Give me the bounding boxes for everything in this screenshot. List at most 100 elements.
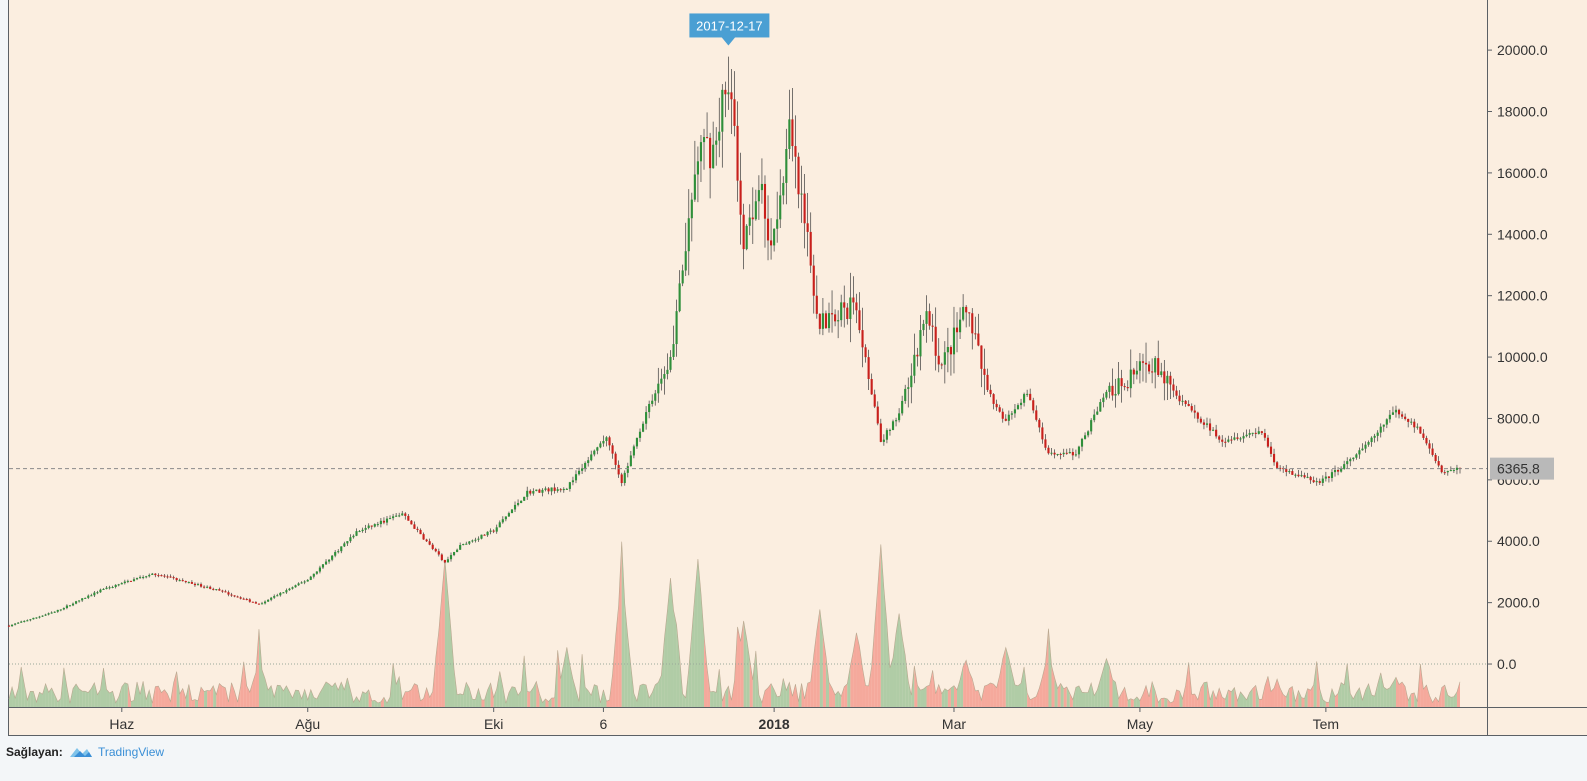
candle: [1202, 419, 1206, 430]
candle: [1154, 355, 1157, 389]
tradingview-link[interactable]: TradingView: [98, 745, 165, 759]
candle-body-down: [1178, 395, 1181, 402]
candle: [776, 191, 779, 243]
volume-segment: [527, 691, 531, 707]
candle-body-up: [340, 546, 343, 552]
volume-segment: [1008, 658, 1012, 707]
candle-body-up: [114, 584, 117, 588]
candle-body-up: [1212, 429, 1215, 431]
candle: [943, 341, 946, 384]
volume-segment: [204, 690, 208, 707]
price-axis[interactable]: [1488, 0, 1587, 708]
candle-body-down: [855, 302, 858, 311]
candle: [142, 575, 145, 580]
candle: [1333, 465, 1337, 477]
candle-body-up: [562, 488, 565, 491]
volume-segment: [713, 691, 717, 707]
candle: [1193, 404, 1196, 419]
candle: [99, 588, 102, 593]
candle: [1013, 404, 1017, 418]
volume-segment: [630, 665, 634, 707]
candle-body-down: [1440, 465, 1443, 473]
candle: [1083, 432, 1087, 440]
volume-segment: [1197, 687, 1201, 707]
volume-segment: [1188, 662, 1192, 707]
candle: [834, 309, 837, 327]
volume-segment: [188, 684, 192, 707]
volume-segment: [972, 678, 976, 707]
candle: [1306, 472, 1309, 479]
candle-body-down: [809, 231, 812, 266]
volume-segment: [633, 693, 637, 707]
candle-body-down: [968, 312, 971, 314]
last-price-tag: 6365.8: [1490, 457, 1554, 480]
candle-body-up: [788, 119, 791, 150]
candle: [422, 532, 425, 540]
volume-segment: [655, 682, 659, 707]
time-axis[interactable]: [8, 708, 1488, 736]
candle: [1026, 389, 1029, 397]
volume-segment: [981, 686, 985, 707]
volume-segment: [1252, 685, 1256, 707]
candle: [678, 270, 681, 313]
candle-body-up: [696, 161, 699, 175]
candle: [797, 152, 800, 209]
volume-segment: [1048, 628, 1052, 707]
candle-body-down: [221, 590, 224, 592]
candle: [474, 537, 477, 543]
candle: [803, 174, 806, 249]
candle-body-down: [818, 313, 821, 329]
candle: [709, 132, 712, 199]
volume-segment: [475, 688, 479, 707]
candle-body-up: [99, 589, 102, 593]
candle: [483, 534, 486, 536]
candle-body-up: [584, 463, 587, 469]
candle: [431, 542, 434, 551]
volume-segment: [728, 686, 732, 707]
candle: [1379, 423, 1382, 438]
candle: [983, 348, 986, 395]
volume-segment: [1112, 679, 1116, 707]
candle-body-up: [504, 516, 507, 520]
volume-segment: [411, 683, 415, 707]
candle-body-down: [846, 307, 849, 319]
volume-segment: [1158, 698, 1162, 707]
volume-segment: [1063, 686, 1067, 707]
candle-body-down: [852, 297, 855, 303]
candle-body-up: [745, 225, 748, 250]
candle: [285, 588, 288, 594]
volume-segment: [621, 541, 625, 707]
candle-body-up: [1016, 405, 1020, 410]
candle: [1257, 426, 1260, 435]
volume-segment: [1371, 694, 1375, 707]
volume-segment: [1456, 681, 1460, 707]
candle: [852, 276, 855, 315]
date-marker[interactable]: 2017-12-17: [689, 13, 770, 46]
tradingview-logo-icon[interactable]: [68, 743, 94, 761]
candle: [669, 350, 672, 373]
volume-segment: [167, 693, 171, 707]
volume-segment: [137, 681, 141, 707]
candle-body-up: [44, 614, 47, 616]
candle: [1239, 436, 1242, 442]
candle: [1111, 368, 1114, 401]
volume-segment: [996, 675, 1000, 707]
candle: [32, 617, 35, 620]
volume-segment: [377, 701, 381, 707]
volume-segment: [326, 681, 330, 707]
candle-body-down: [1312, 480, 1315, 483]
time-tick-label: Ağu: [295, 716, 320, 732]
volume-segment: [902, 636, 906, 707]
candle-body-up: [1074, 454, 1077, 456]
chart-area[interactable]: [8, 0, 1488, 708]
candle-body-up: [343, 543, 346, 547]
candle: [766, 195, 770, 261]
candle-body-down: [1279, 467, 1282, 469]
volume-segment: [515, 687, 519, 707]
candle-body-up: [23, 620, 26, 622]
candle: [126, 579, 129, 584]
volume-segment: [524, 655, 528, 707]
volume-segment: [978, 690, 982, 707]
candle-body-down: [870, 379, 873, 395]
candle: [1218, 434, 1221, 443]
